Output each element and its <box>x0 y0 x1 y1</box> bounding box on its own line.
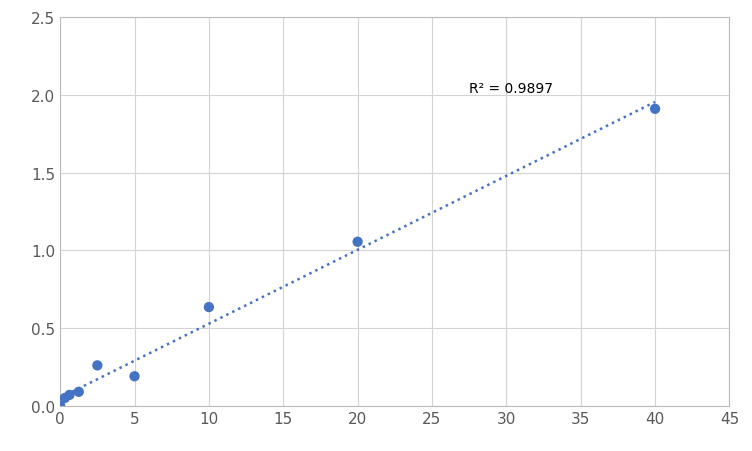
Point <box>649 106 661 113</box>
Text: R² = 0.9897: R² = 0.9897 <box>469 82 553 96</box>
Point <box>91 362 103 369</box>
Point <box>63 391 75 399</box>
Point <box>352 239 364 246</box>
Point <box>54 402 66 410</box>
Point <box>59 395 71 402</box>
Point <box>203 304 215 311</box>
Point <box>129 373 141 380</box>
Point <box>73 388 85 396</box>
